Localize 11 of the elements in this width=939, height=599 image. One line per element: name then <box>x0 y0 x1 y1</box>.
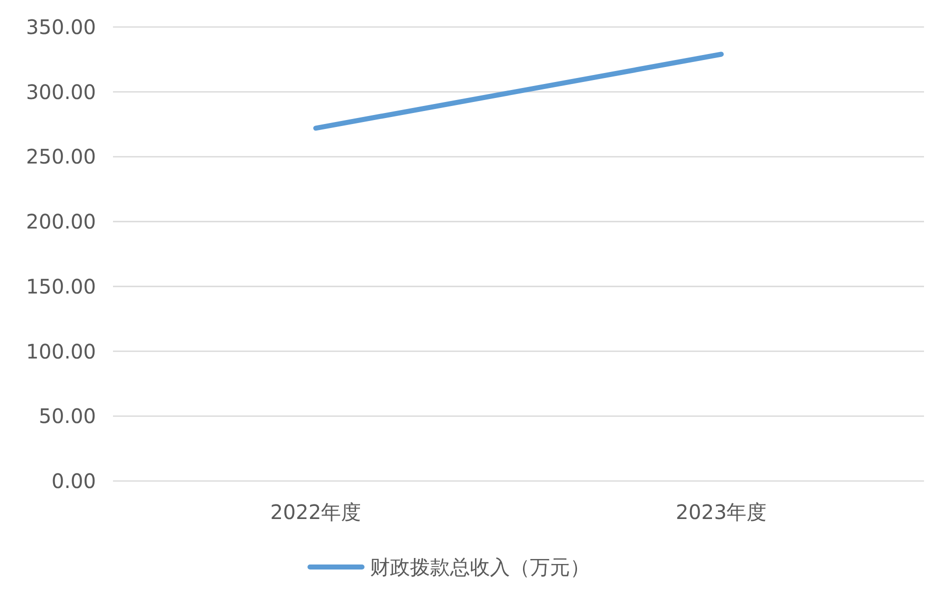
legend-label: 财政拨款总收入（万元） <box>370 555 590 579</box>
y-tick-label: 100.00 <box>26 339 96 364</box>
y-tick-label: 250.00 <box>26 144 96 169</box>
y-tick-label: 50.00 <box>38 404 96 428</box>
y-tick-label: 0.00 <box>51 469 96 493</box>
x-tick-label: 2023年度 <box>676 500 767 524</box>
y-tick-label: 300.00 <box>26 80 96 104</box>
y-tick-label: 200.00 <box>26 210 96 234</box>
y-tick-label: 350.00 <box>26 15 96 39</box>
x-tick-label: 2022年度 <box>270 500 362 524</box>
y-tick-label: 150.00 <box>26 274 96 298</box>
